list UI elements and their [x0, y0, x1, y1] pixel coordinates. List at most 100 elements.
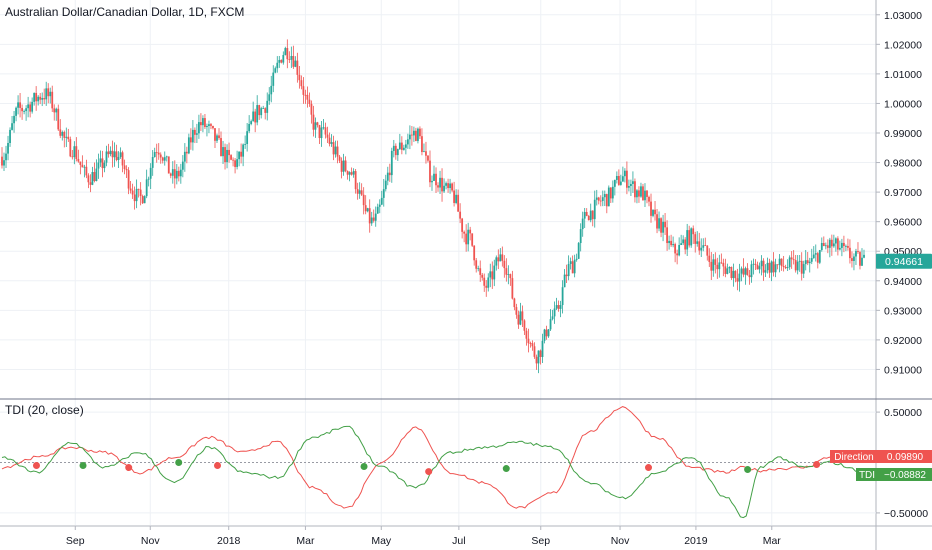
- candle-body: [603, 194, 606, 198]
- price-tick-label: 1.00000: [884, 98, 922, 110]
- direction-value-marker: Direction 0.09890: [830, 450, 932, 463]
- price-pane[interactable]: Australian Dollar/Canadian Dollar, 1D, F…: [0, 0, 876, 525]
- candle-body: [274, 68, 277, 73]
- candle-body: [738, 273, 741, 282]
- candle-body: [692, 228, 695, 235]
- candle-body: [628, 185, 630, 188]
- candle-body: [135, 188, 138, 202]
- candle-body: [270, 85, 273, 95]
- candle-body: [204, 118, 206, 128]
- candle-body: [153, 152, 156, 158]
- candle-body: [818, 250, 821, 263]
- candle-body: [816, 253, 819, 263]
- candle-body: [824, 245, 827, 247]
- price-tick-label: 1.01000: [884, 69, 922, 81]
- candle-body: [611, 186, 614, 199]
- candlestick-series: [1, 39, 865, 374]
- candle-body: [625, 170, 628, 188]
- candle-body: [165, 156, 168, 158]
- candle-body: [740, 268, 743, 274]
- candle-body: [226, 149, 228, 163]
- candle-body: [290, 56, 293, 60]
- candle-body: [571, 261, 574, 274]
- candle-body: [732, 270, 735, 279]
- crossover-dot: [360, 463, 368, 471]
- candle-body: [802, 264, 805, 274]
- candle-body: [792, 259, 795, 261]
- candle-body: [208, 124, 210, 127]
- candle-body: [390, 150, 393, 176]
- candle-body: [340, 160, 343, 172]
- candle-body: [557, 305, 560, 309]
- candle-body: [232, 159, 234, 161]
- candle-body: [539, 350, 542, 357]
- price-axis-ticks: 0.910000.920000.930000.940000.950000.960…: [876, 10, 922, 376]
- candle-body: [804, 260, 807, 265]
- candle-body: [455, 194, 458, 203]
- candle-body: [67, 136, 70, 140]
- time-tick-label: Sep: [531, 535, 550, 547]
- candle-body: [364, 205, 367, 212]
- candle-body: [117, 156, 120, 161]
- time-axis[interactable]: Sep Nov 2018 Mar May Jul Sep Nov 2019 Mar: [0, 525, 932, 547]
- candle-body: [191, 129, 194, 143]
- candle-body: [155, 152, 158, 153]
- candle-body: [123, 165, 126, 170]
- candle-body: [535, 356, 538, 364]
- candle-body: [587, 215, 590, 221]
- candle-body: [159, 154, 162, 158]
- candle-body: [147, 178, 150, 180]
- candle-body: [272, 72, 275, 86]
- candle-body: [443, 185, 445, 192]
- tdi-axis[interactable]: 0.50000 −0.50000 Direction 0.09890 TDI −0…: [830, 407, 932, 520]
- candle-body: [788, 257, 791, 268]
- candle-body: [19, 102, 21, 108]
- tdi-grid: [0, 411, 876, 514]
- candle-body: [202, 118, 204, 126]
- candle-body: [585, 211, 588, 216]
- candle-body: [17, 102, 19, 108]
- candle-body: [302, 86, 305, 95]
- candle-body: [419, 128, 421, 137]
- candle-body: [666, 227, 668, 244]
- candle-body: [652, 209, 654, 216]
- candle-body: [863, 254, 865, 258]
- candle-body: [515, 307, 518, 315]
- candle-body: [69, 139, 72, 157]
- candle-body: [599, 200, 602, 202]
- candle-body: [726, 268, 729, 274]
- candle-body: [360, 190, 363, 195]
- price-grid: [0, 0, 876, 525]
- tdi-axis-ticks: 0.50000 −0.50000: [876, 407, 928, 520]
- candle-body: [288, 59, 291, 61]
- candle-body: [591, 210, 594, 220]
- candle-body: [710, 261, 713, 271]
- candle-body: [196, 133, 198, 135]
- crossover-dot: [744, 466, 752, 474]
- candle-body: [294, 60, 297, 67]
- candle-body: [394, 145, 397, 156]
- candle-body: [260, 108, 263, 116]
- candle-body: [314, 122, 317, 130]
- candle-body: [822, 243, 825, 247]
- candle-body: [234, 160, 236, 167]
- candle-body: [843, 242, 845, 247]
- candle-body: [296, 60, 299, 75]
- candle-body: [330, 142, 333, 144]
- candle-body: [493, 265, 496, 280]
- candle-body: [183, 151, 186, 162]
- candle-body: [441, 177, 443, 192]
- candle-body: [25, 108, 28, 112]
- last-price-box: [876, 253, 932, 269]
- candle-body: [254, 111, 257, 123]
- candle-body: [577, 243, 580, 259]
- tdi-pane[interactable]: TDI (20, close): [0, 403, 876, 519]
- candle-body: [541, 340, 544, 357]
- price-axis[interactable]: 0.910000.920000.930000.940000.950000.960…: [875, 0, 932, 550]
- candle-body: [449, 183, 451, 189]
- candle-body: [698, 241, 701, 251]
- time-axis-ticks: Sep Nov 2018 Mar May Jul Sep Nov 2019 Mar: [66, 526, 781, 547]
- candle-body: [49, 91, 52, 97]
- candle-body: [198, 122, 200, 134]
